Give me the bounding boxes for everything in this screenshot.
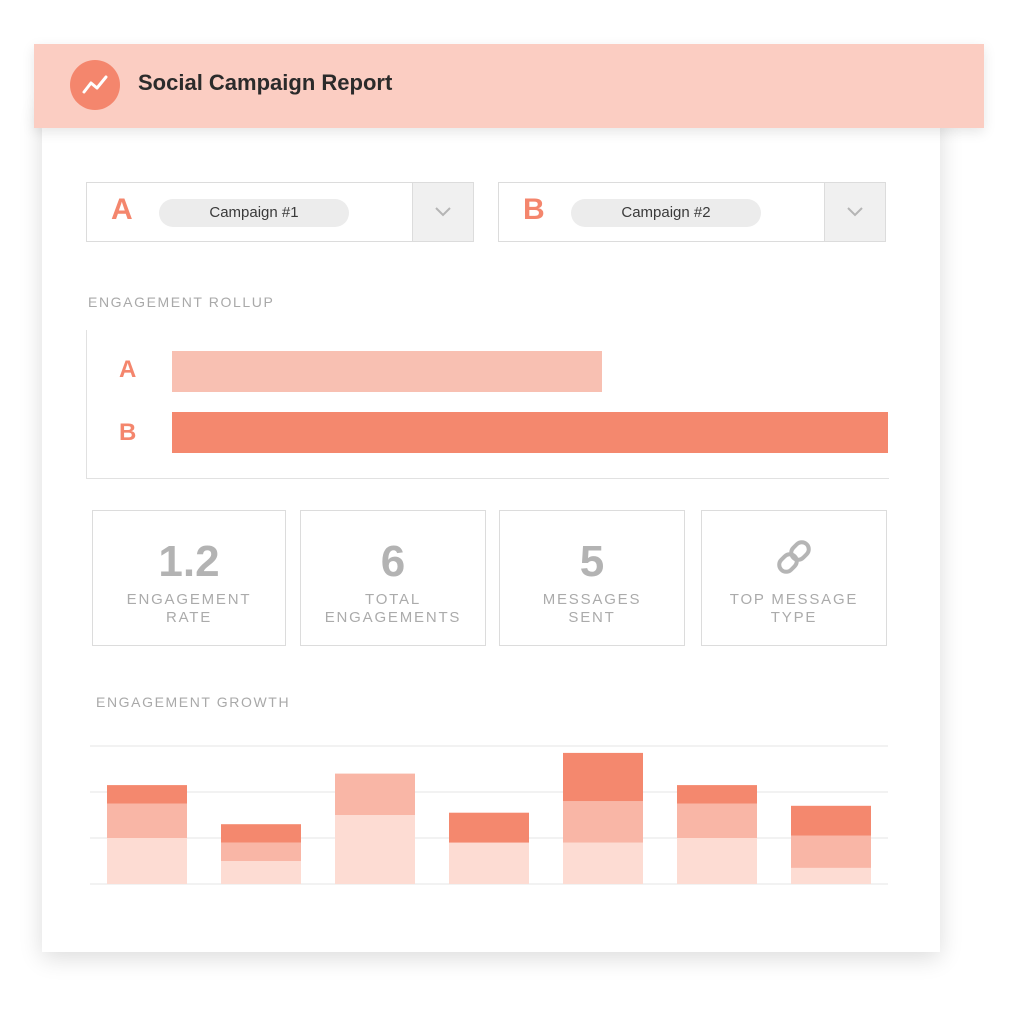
growth-bar-segment: [791, 805, 871, 836]
trend-line-icon: [70, 60, 120, 110]
chevron-down-icon: [847, 207, 863, 217]
campaign-a-value: Campaign #1: [159, 199, 349, 227]
stat-label-line1: TOTAL: [365, 591, 421, 608]
stat-label-line2: TYPE: [770, 609, 818, 626]
stat-label-line2: RATE: [165, 609, 213, 626]
stat-messages-sent: 5 MESSAGES SENT: [499, 510, 685, 646]
campaign-b-letter: B: [523, 193, 545, 226]
growth-bar-segment: [791, 867, 871, 884]
growth-bar-segment: [563, 752, 643, 802]
stat-engagement-rate: 1.2 ENGAGEMENT RATE: [92, 510, 286, 646]
engagement-rollup-title: ENGAGEMENT ROLLUP: [88, 294, 275, 310]
stat-label-line1: ENGAGEMENT: [126, 591, 252, 608]
campaign-b-dropdown-button[interactable]: [824, 183, 885, 241]
page-title: Social Campaign Report: [138, 70, 393, 95]
growth-bar-segment: [107, 838, 187, 884]
engagement-growth-chart: [90, 745, 888, 885]
campaign-a-selector[interactable]: A Campaign #1: [86, 182, 474, 242]
stat-value: 6: [380, 537, 406, 586]
stat-label: TOTAL ENGAGEMENTS: [301, 591, 485, 627]
growth-bar-segment: [449, 812, 529, 843]
stat-label: MESSAGES SENT: [500, 591, 684, 627]
chevron-down-icon: [435, 207, 451, 217]
link-icon: [777, 540, 811, 574]
rollup-a-letter: A: [119, 356, 137, 383]
growth-bar-segment: [791, 835, 871, 868]
growth-bar-segment: [677, 803, 757, 838]
growth-bar-segment: [221, 842, 301, 861]
report-card: [42, 100, 940, 952]
growth-bar-segment: [563, 842, 643, 884]
report-header: Social Campaign Report: [34, 44, 984, 128]
stat-value: 1.2: [158, 537, 220, 586]
growth-bar-segment: [221, 824, 301, 843]
stat-label-line1: MESSAGES: [542, 591, 642, 608]
growth-bar-segment: [335, 815, 415, 884]
stat-label: ENGAGEMENT RATE: [93, 591, 285, 627]
rollup-b-track: [172, 412, 888, 453]
stat-label-line1: TOP MESSAGE: [729, 591, 859, 608]
rollup-a-bar: [172, 351, 602, 392]
campaign-a-dropdown-button[interactable]: [412, 183, 473, 241]
growth-bar-segment: [107, 785, 187, 804]
stat-total-engagements: 6 TOTAL ENGAGEMENTS: [300, 510, 486, 646]
stat-value: 5: [579, 537, 605, 586]
growth-bar-segment: [221, 861, 301, 884]
growth-bar-segment: [107, 803, 187, 838]
stat-label: TOP MESSAGE TYPE: [702, 591, 886, 627]
campaign-b-value: Campaign #2: [571, 199, 761, 227]
campaign-b-selector[interactable]: B Campaign #2: [498, 182, 886, 242]
growth-bar-segment: [563, 801, 643, 843]
stat-top-message-type: TOP MESSAGE TYPE: [701, 510, 887, 646]
rollup-a-track: [172, 351, 888, 392]
stat-label-line2: ENGAGEMENTS: [324, 609, 462, 626]
rollup-b-letter: B: [119, 419, 137, 446]
stat-label-line2: SENT: [568, 609, 616, 626]
growth-bar-segment: [677, 838, 757, 884]
growth-bar-segment: [677, 785, 757, 804]
growth-bar-segment: [335, 773, 415, 815]
campaign-a-letter: A: [111, 193, 133, 226]
engagement-rollup-chart: A B: [86, 330, 889, 479]
growth-bar-segment: [449, 842, 529, 884]
rollup-b-bar: [172, 412, 888, 453]
engagement-growth-title: ENGAGEMENT GROWTH: [96, 694, 291, 710]
